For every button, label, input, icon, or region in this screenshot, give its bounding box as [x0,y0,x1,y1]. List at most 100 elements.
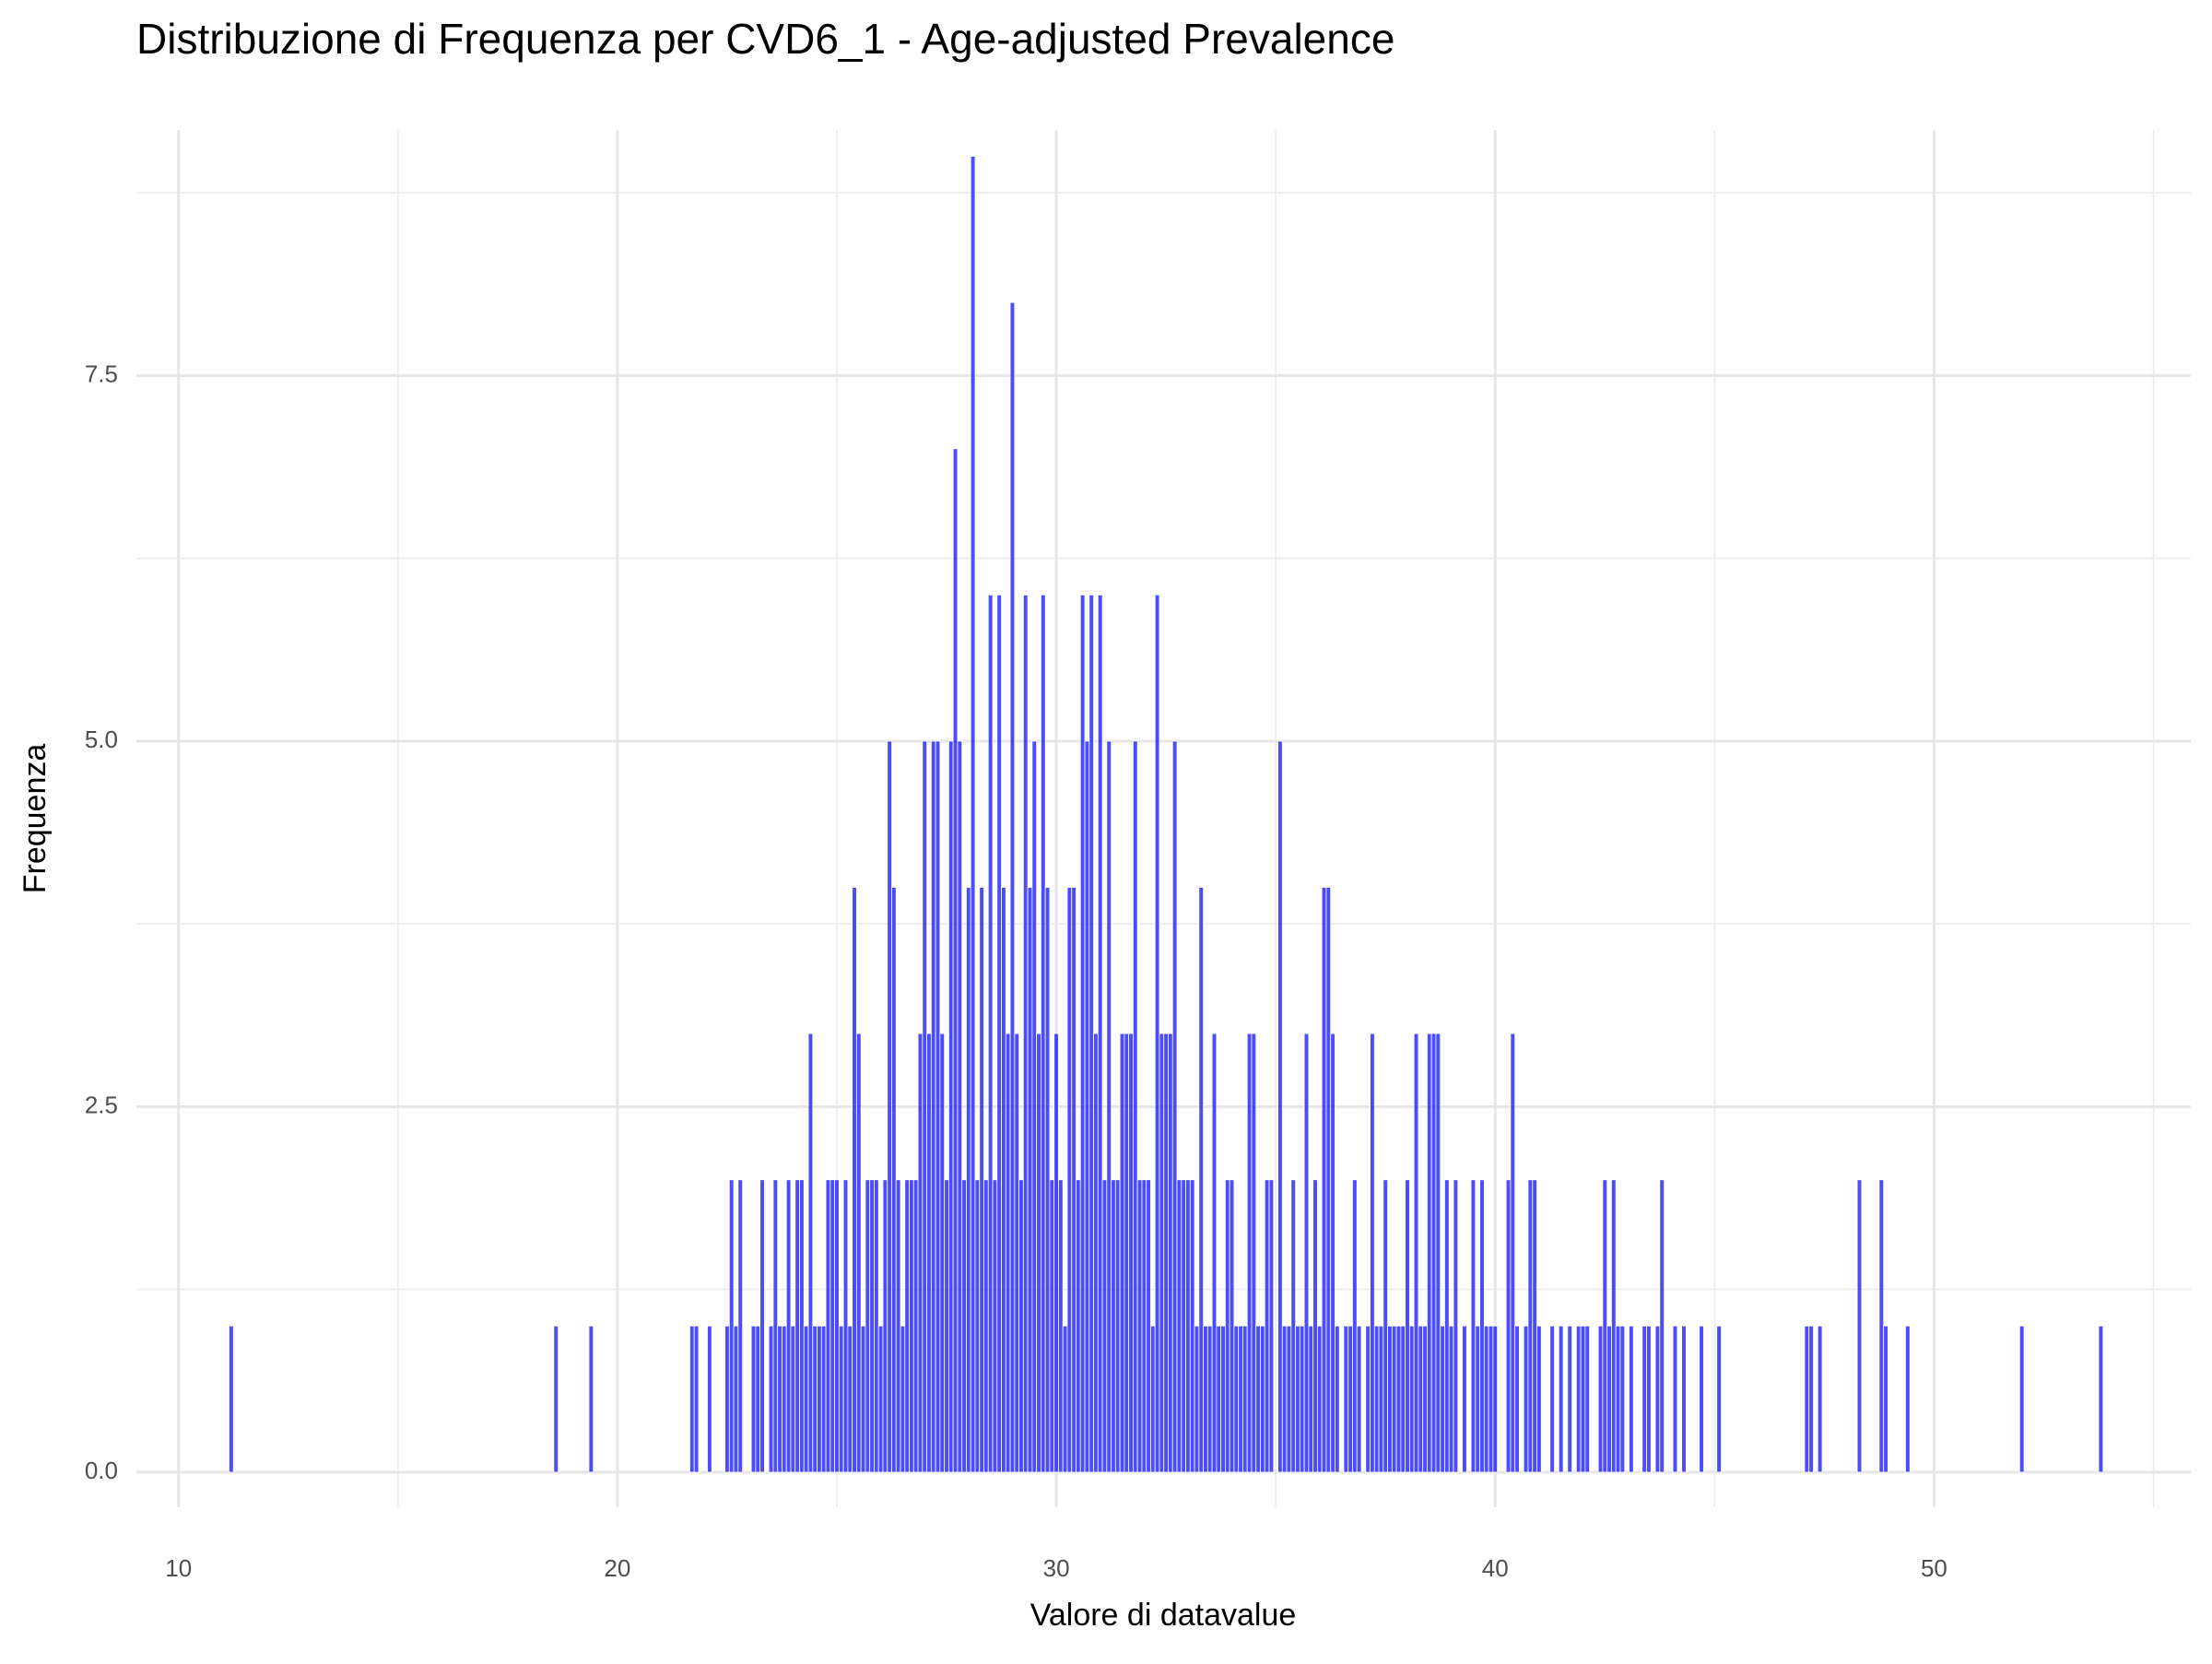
bar [1335,1325,1340,1473]
bar [1286,1325,1292,1473]
bar [952,448,959,1473]
bar [782,1325,787,1473]
bar [912,1179,919,1473]
bar [882,1179,888,1473]
bar [1597,1325,1604,1473]
bar [1470,1179,1477,1473]
bar [772,1179,779,1473]
bar [957,740,963,1473]
bar [1114,1179,1121,1473]
bar [1611,1179,1617,1473]
x-tick-label: 20 [604,1554,630,1582]
bar [1111,1179,1116,1473]
bar [1312,1179,1318,1473]
bar [1584,1325,1591,1473]
bar [1483,1325,1489,1473]
bar [1041,594,1046,1473]
bar [838,1325,844,1473]
bar [1150,1325,1156,1473]
bar [1079,594,1086,1473]
bar [707,1325,712,1473]
bar [1418,1325,1424,1473]
bar [992,1179,998,1473]
bar [1373,1325,1380,1473]
bar [860,1325,866,1473]
bar [1049,1179,1055,1473]
bar [1277,740,1283,1473]
bar [1255,1325,1261,1473]
bar [1699,1325,1704,1473]
bar [1317,1325,1323,1473]
bar [1260,1325,1265,1473]
x-tick-label: 50 [1921,1554,1947,1582]
bar [1194,1325,1200,1473]
bar [1330,1033,1335,1473]
bar [768,1325,774,1473]
bar [588,1325,594,1473]
bar [1229,1179,1235,1473]
y-axis-title: Frequenza [18,744,53,894]
bar [1295,1325,1300,1473]
bar [553,1325,559,1473]
bar [922,740,928,1473]
bar [759,1179,765,1473]
bar [1168,1033,1173,1473]
bar [1242,1325,1248,1473]
x-tick-label: 10 [165,1554,192,1582]
bar [1076,1179,1081,1473]
bar [820,1325,827,1473]
bar [917,1033,924,1473]
bar [1225,1179,1230,1473]
bar [1141,1179,1147,1473]
bar [1246,1033,1253,1473]
bar [1580,1325,1586,1473]
bar [865,1179,871,1473]
x-tick-label: 40 [1482,1554,1509,1582]
bar [1641,1325,1647,1473]
bar [1084,740,1090,1473]
bar [1536,1325,1542,1473]
bar [1097,594,1103,1473]
bar [1575,1325,1582,1473]
bar [1378,1325,1384,1473]
bar [1136,1179,1143,1473]
bar [1448,1325,1454,1473]
bar [1005,1033,1011,1473]
bar [817,1325,822,1473]
bar [856,1033,862,1473]
bar [944,1179,949,1473]
bar [1062,1325,1068,1473]
bar [1365,1325,1371,1473]
bar [1216,1325,1222,1473]
bar [777,1325,782,1473]
bar [847,1325,853,1473]
bar [785,1179,792,1473]
bar [1435,1033,1441,1473]
bar [1001,887,1006,1473]
bar [1646,1325,1652,1473]
bar [1101,1179,1108,1473]
bar [1066,887,1073,1473]
y-tick-label: 5.0 [85,726,118,753]
bar [1629,1325,1634,1473]
bar [825,1179,831,1473]
bar [1343,1325,1349,1473]
bar [852,887,857,1473]
y-tick-label: 7.5 [85,360,118,387]
bar [1505,1179,1512,1473]
bar [1400,1325,1406,1473]
bar [1905,1325,1911,1473]
bar [874,1179,879,1473]
bar [1475,1325,1480,1473]
bar [970,156,976,1473]
bar [1817,1325,1823,1473]
bar [979,887,984,1473]
grid [136,130,2191,1507]
bar [1370,1033,1375,1473]
bar [1321,887,1327,1473]
bar [1856,1179,1863,1473]
bar [724,1325,730,1473]
bar [1395,1325,1402,1473]
bar [1492,1325,1499,1473]
